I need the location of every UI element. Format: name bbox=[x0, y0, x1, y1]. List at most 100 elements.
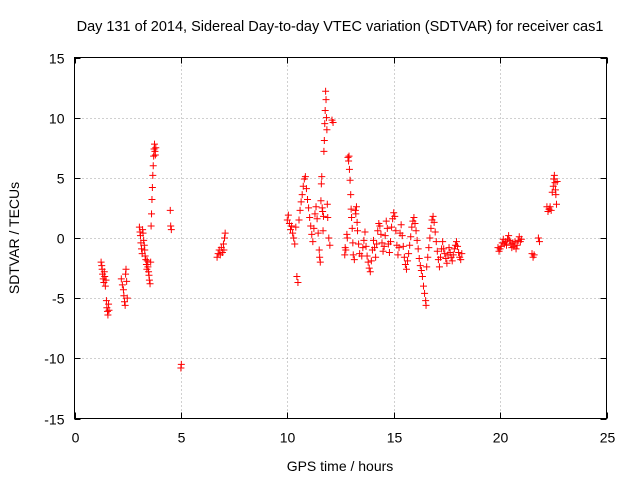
data-point bbox=[302, 185, 310, 193]
data-point bbox=[148, 210, 156, 218]
data-point bbox=[310, 224, 318, 232]
data-point bbox=[425, 244, 433, 252]
data-point bbox=[294, 279, 302, 287]
data-point bbox=[392, 227, 400, 235]
data-point bbox=[401, 260, 409, 268]
data-point bbox=[101, 282, 109, 290]
data-point bbox=[341, 251, 349, 259]
data-point bbox=[364, 258, 372, 266]
data-point bbox=[319, 227, 327, 235]
data-point bbox=[429, 212, 437, 220]
data-point bbox=[319, 208, 327, 216]
data-point bbox=[323, 200, 331, 208]
data-point bbox=[295, 216, 303, 224]
data-point bbox=[391, 212, 399, 220]
data-point bbox=[152, 144, 160, 152]
data-point bbox=[367, 257, 375, 265]
data-point bbox=[322, 114, 330, 122]
y-tick-label: -10 bbox=[44, 351, 64, 367]
data-point bbox=[550, 171, 558, 179]
data-point bbox=[147, 258, 155, 266]
x-tick-label: 10 bbox=[280, 430, 296, 446]
x-tick-label: 20 bbox=[493, 430, 509, 446]
data-point bbox=[314, 229, 322, 237]
data-point bbox=[342, 246, 350, 254]
data-point bbox=[306, 214, 314, 222]
data-point bbox=[553, 177, 561, 185]
data-point bbox=[177, 360, 185, 368]
grid-lines bbox=[74, 57, 607, 419]
data-point bbox=[349, 251, 357, 259]
data-point bbox=[320, 137, 328, 145]
x-tick-label: 5 bbox=[178, 430, 186, 446]
data-point bbox=[547, 206, 555, 214]
y-tick-label: 15 bbox=[49, 51, 65, 67]
data-point bbox=[318, 173, 326, 181]
data-point bbox=[372, 253, 380, 261]
data-points bbox=[97, 87, 561, 372]
data-point bbox=[376, 222, 384, 230]
data-point bbox=[549, 182, 557, 190]
data-point bbox=[149, 171, 157, 179]
data-point bbox=[123, 294, 131, 302]
data-point bbox=[167, 226, 175, 234]
data-point bbox=[291, 240, 299, 248]
data-point bbox=[390, 209, 398, 217]
x-tick-label: 15 bbox=[387, 430, 403, 446]
data-point bbox=[395, 244, 403, 252]
x-tick-labels: 0 5 10 15 20 25 bbox=[72, 430, 616, 446]
data-point bbox=[149, 162, 157, 170]
data-point bbox=[373, 240, 381, 248]
data-point bbox=[431, 228, 439, 236]
data-point bbox=[139, 229, 147, 237]
data-point bbox=[448, 257, 456, 265]
data-point bbox=[512, 245, 520, 253]
data-point bbox=[122, 265, 130, 273]
data-point bbox=[105, 300, 113, 308]
data-point bbox=[117, 275, 125, 283]
data-point bbox=[104, 311, 112, 319]
data-point bbox=[317, 180, 325, 188]
y-tick-label: 5 bbox=[57, 171, 65, 187]
data-point bbox=[422, 301, 430, 309]
data-point bbox=[432, 238, 440, 246]
data-point bbox=[138, 245, 146, 253]
data-point bbox=[416, 262, 424, 270]
data-point bbox=[102, 297, 110, 305]
data-point bbox=[150, 152, 158, 160]
data-point bbox=[437, 253, 445, 261]
data-point bbox=[362, 242, 370, 250]
data-point bbox=[399, 242, 407, 250]
data-point bbox=[535, 238, 543, 246]
data-point bbox=[452, 238, 460, 246]
data-point bbox=[320, 147, 328, 155]
data-point bbox=[121, 298, 129, 306]
data-point bbox=[105, 306, 113, 314]
data-point bbox=[286, 226, 294, 234]
x-tick-label: 25 bbox=[600, 430, 616, 446]
data-point bbox=[423, 263, 431, 271]
chart-title: Day 131 of 2014, Sidereal Day-to-day VTE… bbox=[77, 19, 604, 35]
data-point bbox=[441, 250, 449, 258]
data-point bbox=[388, 223, 396, 231]
data-point bbox=[430, 218, 438, 226]
data-point bbox=[398, 232, 406, 240]
data-point bbox=[147, 222, 155, 230]
data-point bbox=[410, 214, 418, 222]
data-point bbox=[552, 200, 560, 208]
data-point bbox=[292, 223, 300, 231]
data-point bbox=[347, 191, 355, 199]
data-point bbox=[513, 241, 521, 249]
data-point bbox=[345, 152, 353, 160]
data-point bbox=[313, 215, 321, 223]
data-point bbox=[369, 236, 377, 244]
data-point bbox=[406, 241, 414, 249]
data-point bbox=[349, 239, 357, 247]
data-point bbox=[407, 233, 415, 241]
data-point bbox=[445, 244, 453, 252]
data-point bbox=[316, 258, 324, 266]
data-point bbox=[326, 241, 334, 249]
data-point bbox=[534, 234, 542, 242]
data-point bbox=[417, 266, 425, 274]
data-point bbox=[322, 96, 330, 104]
